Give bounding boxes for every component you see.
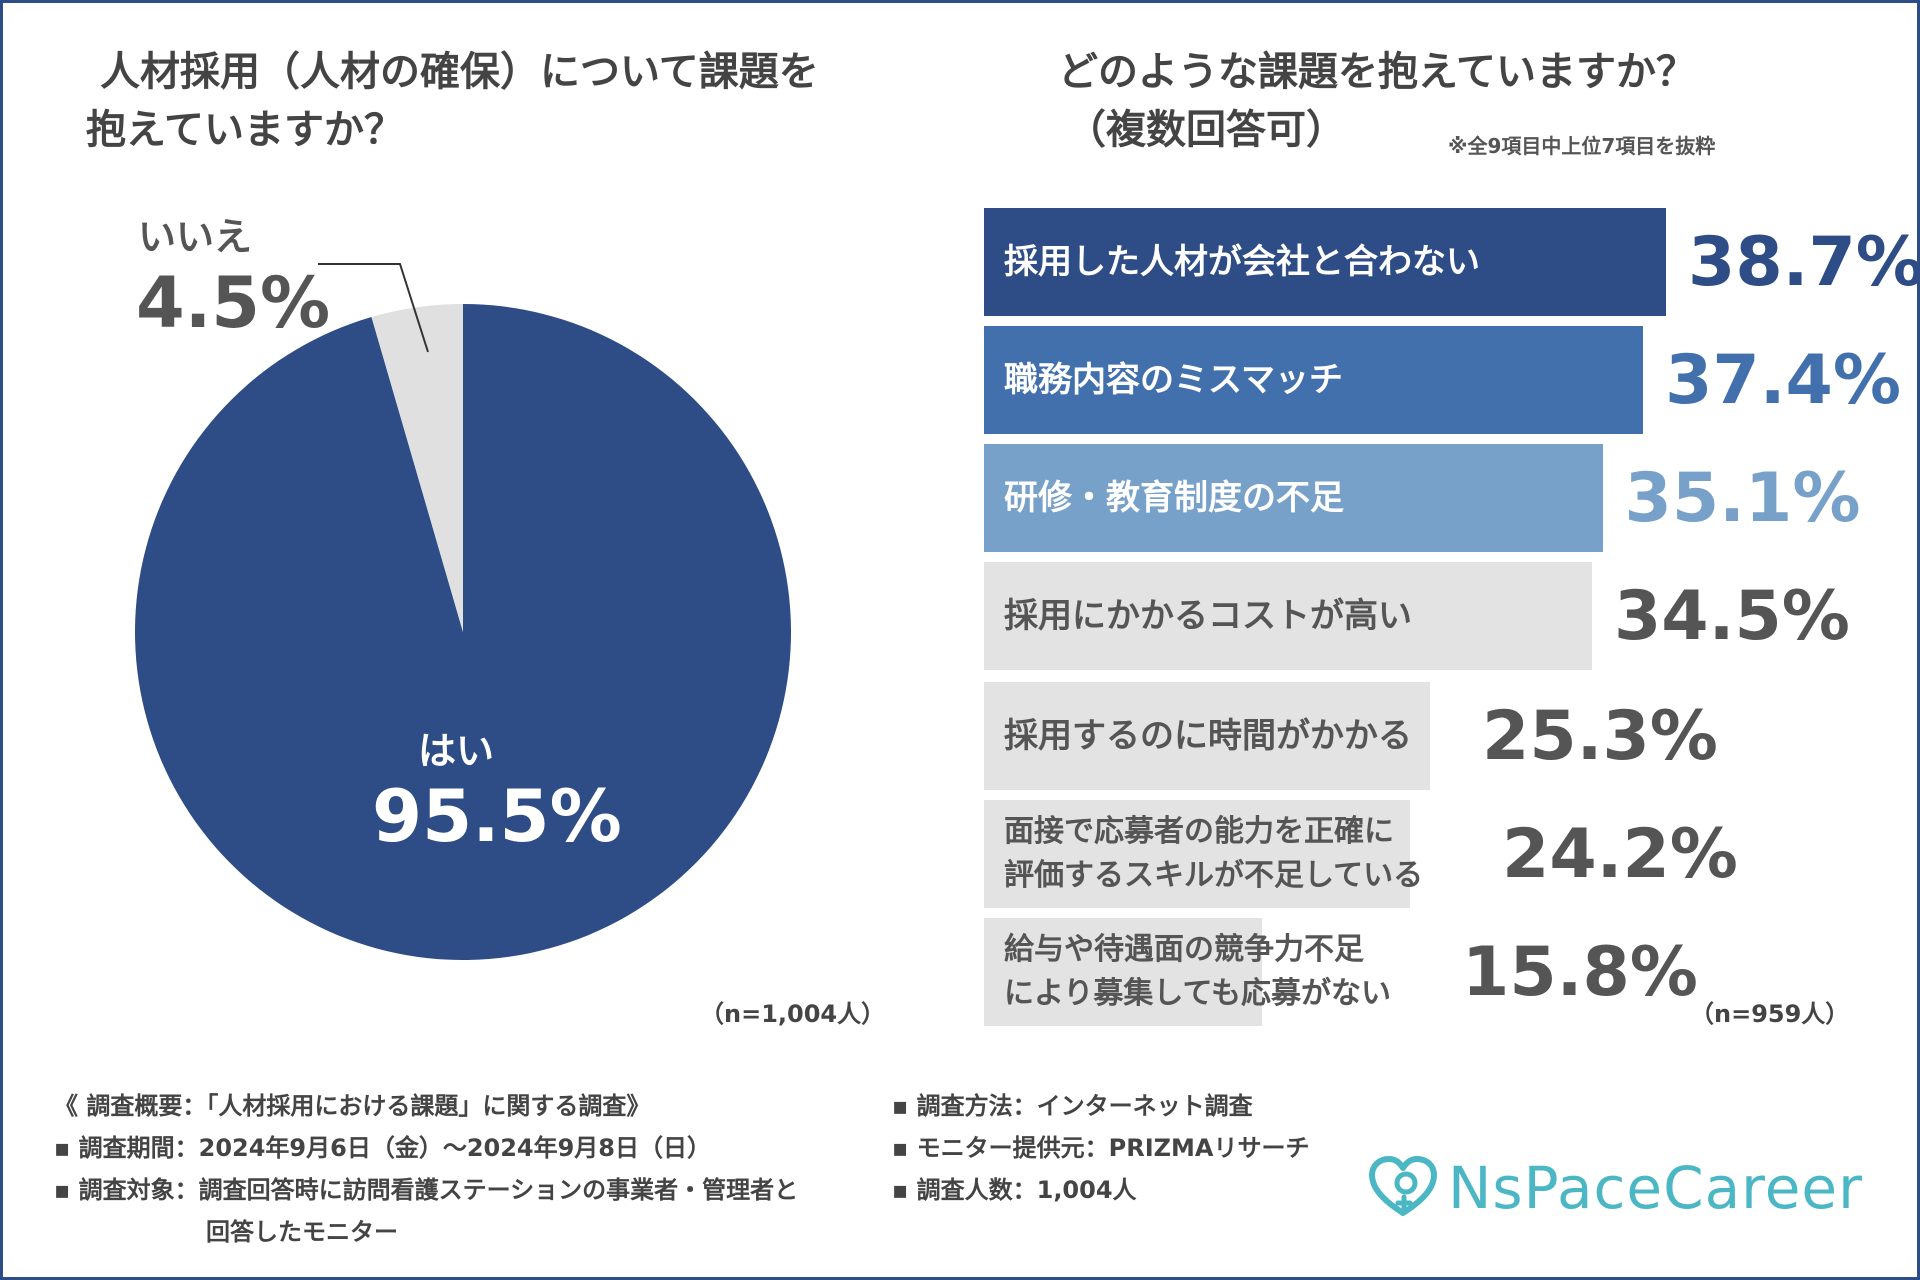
footer-target: ▪ 調査対象：調査回答時に訪問看護ステーションの事業者・管理者と (54, 1176, 799, 1204)
bar-label: 面接で応募者の能力を正確に 評価するスキルが不足している (1004, 814, 1424, 893)
bar-value: 15.8% (1462, 932, 1698, 1012)
bar-label: 採用した人材が会社と合わない (1004, 242, 1480, 282)
bar-label: 採用にかかるコストが高い (1004, 596, 1412, 636)
bar (984, 326, 1644, 434)
pie-value-no: 4.5% (136, 262, 331, 344)
bar (984, 682, 1430, 790)
bar-value: 34.5% (1613, 576, 1850, 656)
bar-value: 37.4% (1665, 340, 1901, 420)
bar-sample-size: （n=959人） (1690, 1000, 1850, 1028)
pie-label-no: いいえ (138, 215, 253, 259)
logo-text: NsPaceCareer (1448, 1154, 1863, 1222)
pie-title-line2: 抱えていますか？ (86, 107, 404, 153)
bar-value: 38.7% (1688, 222, 1920, 302)
bar (984, 562, 1592, 670)
bar-title-line1: どのような課題を抱えていますか？ (1058, 49, 1696, 95)
pie-value-yes: 95.5% (372, 774, 622, 858)
footer-provider: ▪ モニター提供元：PRIZMAリサーチ (892, 1134, 1310, 1162)
bar (984, 444, 1603, 552)
selection-note: ※全9項目中上位7項目を抜粋 (1448, 134, 1716, 158)
pie-title-line1: 人材採用（人材の確保）について課題を (100, 49, 819, 95)
bar-value: 25.3% (1482, 696, 1718, 776)
brand-logo: NsPaceCareer (1368, 1148, 1863, 1228)
footer-method: ▪ 調査方法：インターネット調査 (892, 1092, 1253, 1120)
bar-label: 研修・教育制度の不足 (1004, 478, 1344, 518)
pie-label-yes: はい (418, 729, 495, 773)
footer-count: ▪ 調査人数：1,004人 (892, 1176, 1137, 1204)
bar-label: 職務内容のミスマッチ (1004, 360, 1343, 400)
bar (984, 918, 1263, 1026)
bar-label: 採用するのに時間がかかる (1004, 716, 1412, 756)
heart-plus-icon (1369, 1156, 1437, 1216)
footer-target-cont: 回答したモニター (206, 1218, 398, 1246)
bar (984, 208, 1666, 316)
bar-label: 給与や待遇面の競争力不足 により募集しても応募がない (1004, 932, 1391, 1011)
footer-period: ▪ 調査期間：2024年9月6日（金）〜2024年9月8日（日） (54, 1134, 712, 1162)
bar-value: 24.2% (1502, 814, 1738, 894)
pie-sample-size: （n=1,004人） (700, 1000, 886, 1028)
bar-value: 35.1% (1624, 458, 1861, 538)
footer-summary: 《 調査概要：「人材採用における課題」に関する調査》 (54, 1092, 651, 1120)
bar-title-line2: （複数回答可） (1066, 107, 1346, 153)
bar (984, 800, 1411, 908)
